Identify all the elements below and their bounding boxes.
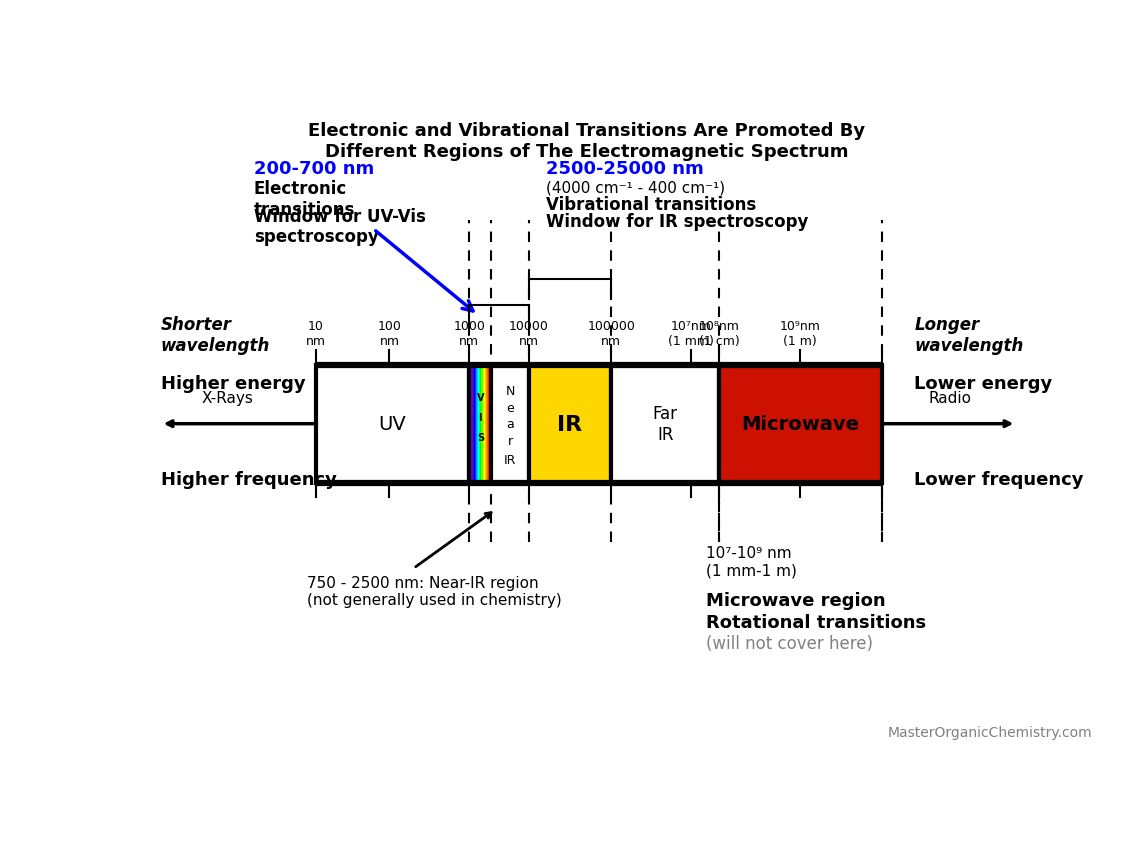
Text: 10000
nm: 10000 nm [509,319,549,347]
Text: 2500-25000 nm: 2500-25000 nm [547,160,705,178]
Bar [316,365,469,484]
Text: IR: IR [503,454,516,467]
Text: 10⁹nm
(1 m): 10⁹nm (1 m) [779,319,820,347]
Text: 200-700 nm: 200-700 nm [254,160,374,178]
Text: 10
nm: 10 nm [305,319,326,347]
Text: N: N [506,385,515,397]
Text: (will not cover here): (will not cover here) [706,635,873,653]
Text: Rotational transitions: Rotational transitions [706,613,927,631]
Text: Radio: Radio [928,391,971,405]
Bar [611,365,720,484]
Text: Far
IR: Far IR [653,405,677,444]
Text: 750 - 2500 nm: Near-IR region
(not generally used in chemistry): 750 - 2500 nm: Near-IR region (not gener… [307,575,562,607]
Text: Higher energy: Higher energy [160,375,305,393]
Text: Electronic
transitions: Electronic transitions [254,180,355,218]
Text: Electronic and Vibrational Transitions Are Promoted By
Different Regions of The : Electronic and Vibrational Transitions A… [308,122,865,161]
Text: e: e [506,401,514,415]
Text: Vibrational transitions: Vibrational transitions [547,195,756,213]
Text: (4000 cm⁻¹ - 400 cm⁻¹): (4000 cm⁻¹ - 400 cm⁻¹) [547,180,725,194]
Text: a: a [506,418,514,431]
Text: Lower frequency: Lower frequency [914,470,1083,488]
Text: 10⁷-10⁹ nm
(1 mm-1 m): 10⁷-10⁹ nm (1 mm-1 m) [706,546,797,578]
Bar [529,365,611,484]
Text: V: V [477,393,484,403]
Text: I: I [478,413,482,422]
Text: Lower energy: Lower energy [914,375,1052,393]
Text: X-Rays: X-Rays [201,391,253,405]
Text: UV: UV [379,415,406,433]
Text: 100000
nm: 100000 nm [587,319,635,347]
Text: Longer
wavelength: Longer wavelength [914,316,1024,355]
Text: S: S [477,432,484,443]
Text: Microwave region: Microwave region [706,592,885,610]
Text: Microwave: Microwave [741,415,859,433]
Text: MasterOrganicChemistry.com: MasterOrganicChemistry.com [888,726,1093,740]
Text: 10⁷nm
(1 mm): 10⁷nm (1 mm) [668,319,714,347]
Text: Window for IR spectroscopy: Window for IR spectroscopy [547,212,809,230]
Text: 10⁸nm
(1 cm): 10⁸nm (1 cm) [699,319,740,347]
Text: Window for UV-Vis
spectroscopy: Window for UV-Vis spectroscopy [254,207,426,247]
Text: IR: IR [557,415,582,434]
Text: r: r [508,434,513,447]
Text: Higher frequency: Higher frequency [160,470,336,488]
Text: 1000
nm: 1000 nm [453,319,485,347]
Text: 100
nm: 100 nm [378,319,402,347]
Bar [492,365,529,484]
Bar [720,365,882,484]
Text: Shorter
wavelength: Shorter wavelength [160,316,270,355]
